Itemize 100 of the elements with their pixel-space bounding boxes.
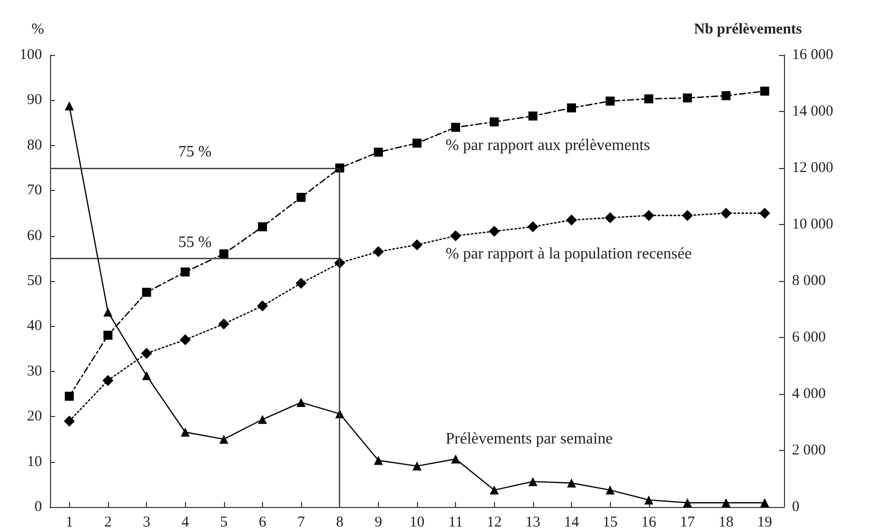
- y2-axis-title: Nb prélèvements: [694, 22, 802, 38]
- y2-tick-label: 2 000: [792, 442, 826, 458]
- y2-tick-label: 12 000: [792, 160, 834, 176]
- point: [142, 288, 152, 297]
- x-tick-label: 11: [448, 514, 463, 530]
- point: [490, 117, 499, 126]
- point: [374, 456, 383, 465]
- y-axis-title: %: [32, 22, 44, 38]
- y-tick-label: 40: [27, 318, 42, 334]
- y2-tick-label: 6 000: [792, 330, 826, 346]
- point: [567, 103, 576, 112]
- point: [682, 210, 693, 221]
- y2-tick-label: 16 000: [792, 47, 834, 63]
- y2-tick-label: 10 000: [792, 216, 834, 232]
- x-tick-label: 4: [181, 514, 190, 530]
- point: [644, 94, 654, 104]
- point: [643, 210, 654, 221]
- point: [219, 249, 228, 258]
- y2-tick-label: 0: [792, 499, 800, 515]
- point: [566, 214, 578, 226]
- point: [103, 330, 112, 340]
- point: [450, 230, 462, 242]
- series-label: Prélèvements par semaine: [446, 430, 613, 448]
- point: [682, 93, 692, 102]
- point: [219, 434, 228, 444]
- y-tick-label: 50: [27, 273, 42, 289]
- point: [103, 308, 112, 317]
- x-tick-label: 18: [718, 514, 734, 530]
- x-tick-label: 1: [66, 514, 74, 530]
- x-tick-label: 10: [410, 514, 424, 530]
- series-label: % par rapport aux prélèvements: [446, 136, 650, 154]
- series-label: % par rapport à la population recensée: [446, 245, 692, 262]
- y-tick-label: 90: [27, 92, 42, 108]
- y2-tick-label: 4 000: [792, 386, 826, 402]
- x-tick-label: 5: [220, 514, 228, 530]
- point: [180, 267, 190, 276]
- point: [64, 392, 74, 401]
- y-tick-label: 10: [27, 454, 42, 470]
- point: [451, 454, 460, 464]
- point: [296, 398, 306, 407]
- point: [490, 486, 499, 495]
- point: [412, 462, 422, 471]
- y-tick-label: 30: [27, 363, 42, 380]
- x-tick-label: 3: [142, 514, 150, 530]
- point: [527, 221, 538, 232]
- x-tick-label: 14: [564, 514, 580, 530]
- y-tick-label: 0: [34, 499, 42, 515]
- point: [722, 91, 731, 100]
- point: [604, 212, 616, 224]
- point: [528, 112, 538, 121]
- point: [218, 318, 230, 330]
- point: [180, 428, 190, 437]
- x-tick-label: 15: [602, 514, 618, 530]
- point: [258, 414, 267, 424]
- point: [567, 478, 576, 488]
- point: [682, 498, 692, 508]
- point: [451, 122, 460, 132]
- y-tick-label: 70: [27, 182, 42, 199]
- point: [64, 101, 74, 110]
- point: [64, 416, 75, 427]
- x-tick-label: 17: [680, 514, 696, 530]
- point: [412, 138, 422, 148]
- point: [412, 239, 422, 250]
- point: [102, 374, 114, 386]
- point: [372, 246, 384, 258]
- point: [488, 226, 500, 237]
- point: [606, 96, 615, 106]
- x-tick-label: 8: [336, 514, 344, 530]
- point: [141, 348, 152, 359]
- point: [296, 192, 306, 202]
- y-tick-label: 100: [20, 47, 42, 63]
- x-tick-label: 19: [757, 514, 772, 530]
- x-tick-label: 7: [297, 514, 306, 530]
- y-tick-label: 20: [27, 408, 42, 425]
- point: [296, 278, 307, 289]
- point: [142, 371, 152, 380]
- point: [760, 498, 770, 508]
- y-tick-label: 60: [27, 228, 42, 244]
- x-tick-label: 6: [258, 514, 267, 530]
- x-tick-label: 2: [104, 514, 112, 530]
- point: [258, 222, 267, 232]
- ref-line-label: 55 %: [178, 234, 212, 251]
- point: [644, 495, 654, 504]
- y2-tick-label: 14 000: [792, 104, 834, 120]
- point: [528, 477, 538, 486]
- ref-line-label: 75 %: [178, 144, 212, 160]
- point: [760, 86, 770, 96]
- point: [720, 208, 732, 219]
- x-tick-label: 12: [486, 514, 502, 530]
- x-tick-label: 13: [525, 514, 540, 530]
- point: [606, 486, 615, 495]
- point: [759, 208, 770, 219]
- y-tick-label: 80: [27, 137, 42, 154]
- x-tick-label: 16: [641, 514, 657, 530]
- point: [722, 498, 731, 508]
- point: [180, 334, 191, 346]
- point: [374, 148, 383, 157]
- x-tick-label: 9: [374, 514, 382, 530]
- y2-tick-label: 8 000: [792, 273, 826, 289]
- point: [256, 300, 268, 312]
